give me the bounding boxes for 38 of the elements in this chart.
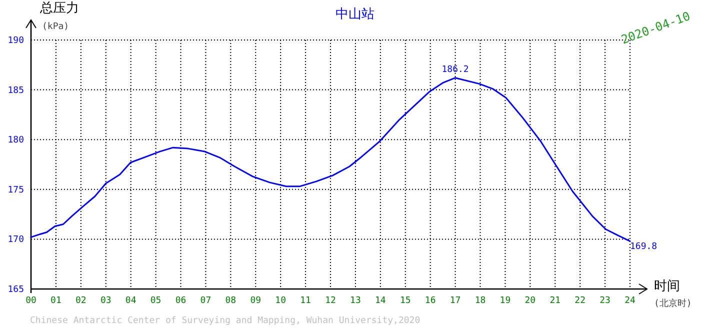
x-tick-label: 24 [624,296,636,306]
x-tick-label: 04 [125,296,136,306]
annotation: 186.2 [442,64,469,75]
x-tick-label: 01 [50,296,62,306]
x-tick-label: 06 [175,296,186,306]
x-tick-label: 02 [75,296,86,306]
x-tick-label: 12 [325,296,336,306]
x-tick-label: 19 [500,296,511,306]
x-tick-label: 10 [275,296,286,306]
x-tick-label: 17 [450,296,461,306]
x-tick-label: 13 [350,296,361,306]
x-axis-title: 时间 (北京时) [654,278,692,309]
y-tick-label: 175 [8,185,24,196]
annotation: 169.8 [630,242,658,252]
y-tick-label: 180 [8,136,24,146]
text: Chinese Antarctic Center of Surveying and Mapping, Wuhan University,2020 [30,316,420,326]
x-tick-label: 20 [524,296,536,306]
x-tick-label: 16 [424,296,436,306]
line-series [30,77,631,242]
chart-title: 中山站 [336,6,374,21]
x-tick-label: 00 [26,296,36,306]
y-tick-label: 170 [8,235,24,246]
y-tick-label: 190 [8,36,24,46]
x-tick-label: 23 [600,296,610,306]
x-tick-label: 15 [400,296,411,306]
y-tick-label: 165 [8,285,24,295]
x-tick-label: 22 [574,296,586,306]
x-tick-label: 07 [200,296,212,306]
x-tick-label: 05 [150,296,162,306]
x-tick-label: 18 [474,296,486,306]
x-tick-label: 11 [300,296,311,306]
x-tick-label: 09 [250,296,262,306]
x-tick-label: 03 [100,296,112,306]
y-tick-label: 185 [8,86,24,96]
y-axis-title: 总压力 (kPa) [39,0,79,32]
x-tick-label: 08 [225,296,236,306]
x-tick-label: 21 [550,296,561,306]
x-tick-label: 14 [374,296,386,306]
